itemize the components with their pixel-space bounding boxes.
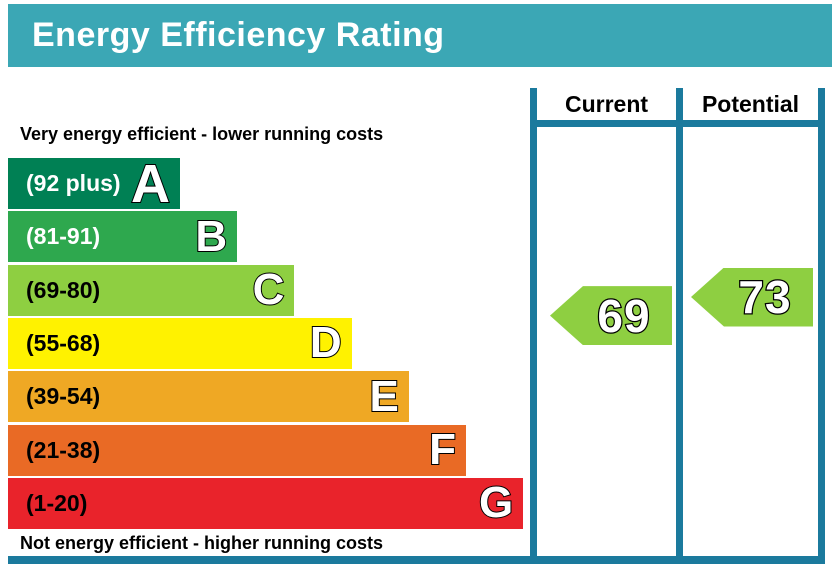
band-row-b: (81-91) B <box>8 211 238 263</box>
band-range-label: (55-68) <box>26 329 101 356</box>
bottom-axis-note: Not energy efficient - higher running co… <box>20 533 384 553</box>
band-letter: F <box>428 425 457 474</box>
current-rating-value: 69 <box>596 289 651 342</box>
band-letter: B <box>194 211 228 261</box>
band-letter: E <box>368 371 399 421</box>
potential-rating-value: 73 <box>737 271 792 324</box>
current-rating-arrow: 69 <box>550 286 672 346</box>
band-range-label: (21-38) <box>26 436 101 463</box>
band-row-c: (69-80) C <box>8 264 295 316</box>
top-axis-note: Very energy efficient - lower running co… <box>20 124 384 144</box>
band-letter: C <box>252 265 286 315</box>
band-range-label: (39-54) <box>26 383 101 410</box>
band-letter: G <box>478 478 514 528</box>
chart-header-bar: Energy Efficiency Rating <box>8 4 832 67</box>
band-row-g: (1-20) G <box>8 477 524 529</box>
band-range-label: (81-91) <box>26 223 101 250</box>
table-header-underline <box>530 120 825 127</box>
band-range-label: (1-20) <box>26 489 88 516</box>
page-title: Energy Efficiency Rating <box>32 16 445 54</box>
potential-column-header: Potential <box>701 91 800 117</box>
band-row-d: (55-68) D <box>8 317 352 369</box>
chart-bottom-border <box>8 556 825 564</box>
band-range-label: (92 plus) <box>26 170 121 196</box>
band-range-label: (69-80) <box>26 276 101 303</box>
table-middle-border <box>676 88 683 564</box>
band-row-e: (39-54) E <box>8 371 409 423</box>
band-letter: D <box>309 318 343 368</box>
table-left-border <box>530 88 537 564</box>
band-row-a: (92 plus) A <box>8 153 180 214</box>
band-row-f: (21-38) F <box>8 424 466 476</box>
current-column-header: Current <box>564 91 649 117</box>
potential-rating-arrow: 73 <box>691 267 813 327</box>
table-right-border <box>818 88 825 564</box>
band-letter: A <box>130 153 171 214</box>
